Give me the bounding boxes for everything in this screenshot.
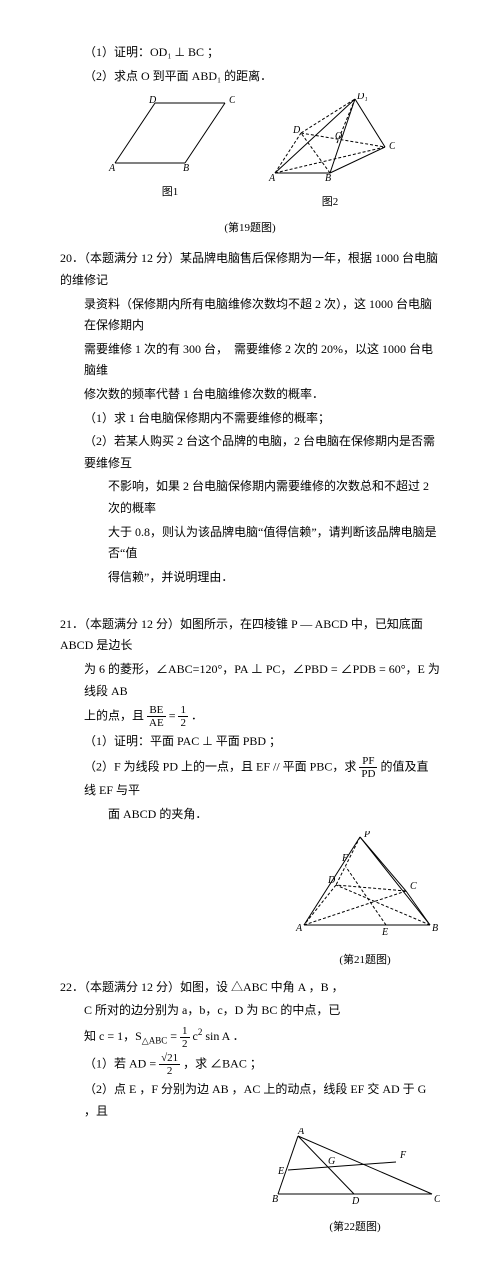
q21-figcap: (第21题图) (290, 951, 440, 971)
svg-text:D: D (351, 1196, 360, 1207)
svg-text:D₁: D₁ (356, 93, 368, 102)
q21-p1: （1）证明：平面 PAC ⊥ 平面 PBD ； (60, 731, 440, 753)
q19-part1: （1）证明：OD₁ ⊥ BC ； (60, 42, 440, 64)
svg-text:E: E (277, 1166, 284, 1177)
svg-text:C: C (434, 1194, 440, 1205)
q21-l1a: 为 6 的菱形，∠ABC=120°，PA ⊥ PC，∠PBD = ∠PDB = … (60, 659, 440, 702)
q22-figcap: (第22题图) (270, 1218, 440, 1238)
q22-head: 22．（本题满分 12 分）如图，设 △ABC 中角 A ，B ， (60, 977, 440, 999)
q19-row-caption: (第19题图) (60, 219, 440, 239)
q20-l1: 录资料（保修期内所有电脑维修次数均不超 2 次），这 1000 台电脑在保修期内 (60, 294, 440, 337)
svg-text:C: C (229, 95, 235, 106)
q22-frac0: 12 (180, 1025, 190, 1050)
q22-l1: C 所对的边分别为 a，b，c，D 为 BC 的中点，已 (60, 1000, 440, 1022)
svg-text:B: B (432, 923, 438, 934)
svg-text:C: C (410, 881, 417, 892)
q22-l2-sup: 2 (198, 1027, 203, 1037)
svg-text:B: B (272, 1194, 278, 1205)
q19-fig2-caption: 图2 (265, 193, 395, 213)
q19-part2: （2）求点 O 到平面 ABD₁ 的距离． (60, 66, 440, 88)
q22-figure-wrap: A B C D E F G (第22题图) (270, 1128, 440, 1237)
svg-text:D: D (292, 125, 301, 136)
svg-text:P: P (363, 831, 370, 840)
q22-l2-pre: 知 c = 1，S (84, 1029, 142, 1043)
q22-l2-sub: △ABC (142, 1035, 167, 1045)
svg-text:F: F (341, 853, 349, 864)
svg-text:G: G (328, 1156, 335, 1167)
svg-text:D: D (148, 95, 157, 106)
q20-l3: 修次数的频率代替 1 台电脑维修次数的概率． (60, 384, 440, 406)
svg-text:B: B (325, 173, 331, 183)
q20-p2c: 大于 0.8，则认为该品牌电脑“值得信赖”，请判断该品牌电脑是否“值 (60, 522, 440, 565)
q21-l1b: 上的点，且 BEAE = 12 ． (60, 704, 440, 729)
q21-l1b-mid: = (169, 709, 179, 723)
svg-text:A: A (297, 1128, 305, 1137)
q19-figures: D C A B 图1 D₁ C B A D O 图2 (60, 93, 440, 212)
svg-text:B: B (183, 163, 189, 173)
q22-frac1: √212 (159, 1052, 180, 1077)
q22-p1: （1）若 AD = √212 ，求 ∠BAC ； (60, 1052, 440, 1077)
q21-diagram: P A B C D E F (290, 831, 440, 941)
svg-text:O: O (335, 131, 342, 142)
q22-p1-pre: （1）若 AD = (84, 1056, 159, 1070)
q22-p2: （2）点 E ，F 分别为边 AB ，AC 上的动点，线段 EF 交 AD 于 … (60, 1079, 440, 1122)
q22-l2: 知 c = 1，S△ABC = 12 c2 sin A ． (60, 1024, 440, 1050)
q20-p2b: 不影响，如果 2 台电脑保修期内需要维修的次数总和不超过 2 次的概率 (60, 476, 440, 519)
q21-p2b: 面 ABCD 的夹角． (60, 804, 440, 826)
q19-fig1-diagram: D C A B (105, 93, 235, 173)
svg-text:F: F (399, 1150, 407, 1161)
q20-p2d: 得信赖”，并说明理由． (60, 567, 440, 589)
svg-text:D: D (327, 875, 336, 886)
q21-p2a-pre: （2）F 为线段 PD 上的一点，且 EF // 平面 PBC，求 (84, 759, 359, 773)
q21-figure-wrap: P A B C D E F (第21题图) (290, 831, 440, 970)
svg-text:E: E (381, 927, 388, 938)
q22-l2-mid: = (170, 1029, 180, 1043)
q21-p2a: （2）F 为线段 PD 上的一点，且 EF // 平面 PBC，求 PFPD 的… (60, 755, 440, 802)
q21-frac3: PFPD (359, 755, 377, 780)
svg-text:A: A (268, 173, 276, 183)
q20-p2a: （2）若某人购买 2 台这个品牌的电脑，2 台电脑在保修期内是否需要维修互 (60, 431, 440, 474)
q20-p1: （1）求 1 台电脑保修期内不需要维修的概率； (60, 408, 440, 430)
svg-text:A: A (108, 163, 116, 173)
q22-p1-post: ，求 ∠BAC ； (183, 1056, 262, 1070)
q21-head: 21．（本题满分 12 分）如图所示，在四棱锥 P — ABCD 中，已知底面 … (60, 614, 440, 657)
q20-l2: 需要维修 1 次的有 300 台， 需要维修 2 次的 20%，以这 1000 … (60, 339, 440, 382)
svg-text:C: C (389, 141, 395, 152)
q19-fig1-caption: 图1 (105, 183, 235, 203)
q21-l1b-post: ． (191, 709, 203, 723)
q19-fig2-diagram: D₁ C B A D O (265, 93, 395, 183)
q21-l1b-pre: 上的点，且 (84, 709, 147, 723)
svg-text:A: A (295, 923, 303, 934)
q21-frac2: 12 (178, 704, 188, 729)
q22-l2-post2: sin A ． (205, 1029, 244, 1043)
q21-frac1: BEAE (147, 704, 166, 729)
q20-head: 20．（本题满分 12 分）某品牌电脑售后保修期为一年，根据 1000 台电脑的… (60, 248, 440, 291)
q22-diagram: A B C D E F G (270, 1128, 440, 1208)
